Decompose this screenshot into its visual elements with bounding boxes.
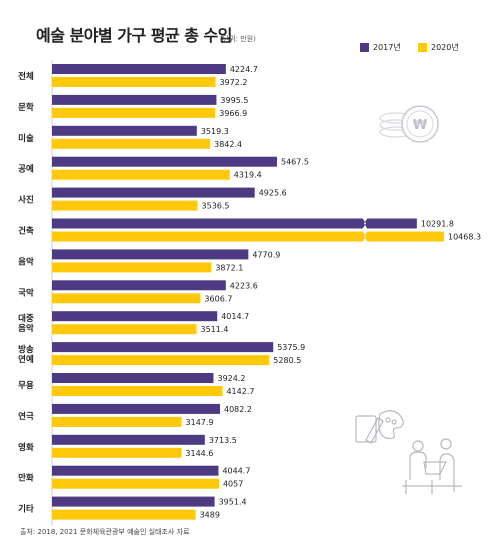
bar-2017년-14: [52, 496, 215, 507]
bar-2020년-0: [52, 77, 216, 87]
bar-2020년-1: [52, 107, 216, 118]
category-label: 전체: [18, 71, 34, 82]
data-label: 3511.4: [201, 325, 229, 334]
bar-2017년-9: [52, 342, 274, 353]
data-label: 5375.9: [277, 343, 305, 352]
data-label: 3606.7: [204, 294, 232, 303]
legend-label-2020: 2020년: [431, 43, 459, 52]
category-label: 영화: [18, 442, 34, 453]
data-label: 4925.6: [259, 189, 287, 198]
axis-break-mark: [362, 217, 368, 230]
legend-label-2017: 2017년: [373, 43, 401, 52]
coin-stack-icon: ₩: [379, 105, 439, 143]
data-label: 3713.5: [209, 436, 237, 445]
category-label: 대중: [18, 313, 34, 324]
bar-2017년-11: [52, 403, 220, 414]
bar-2017년-10: [52, 373, 214, 383]
category-label: 기타: [18, 504, 34, 515]
data-label: 3144.6: [185, 449, 213, 458]
bar-2020년-12: [52, 447, 182, 458]
category-label: 연예: [18, 354, 34, 365]
data-label: 10291.8: [421, 220, 454, 229]
category-label: 국악: [18, 287, 34, 298]
data-label: 4319.4: [234, 171, 262, 180]
bar-2017년-12: [52, 434, 205, 445]
data-label: 4082.2: [224, 405, 252, 414]
bar-2020년-9: [52, 355, 270, 366]
category-label: 건축: [18, 226, 34, 237]
data-label: 3842.4: [214, 140, 242, 149]
category-label: 문학: [18, 102, 34, 113]
category-label: 무용: [18, 380, 34, 391]
category-label: 만화: [18, 473, 34, 484]
data-label: 4057: [223, 480, 243, 489]
data-label: 3951.4: [219, 498, 247, 507]
bar-2020년-2: [52, 138, 211, 149]
bar-2020년-8: [52, 324, 197, 335]
data-label: 4044.7: [222, 467, 250, 476]
category-label: 방송: [18, 344, 34, 355]
bar-2020년-6: [52, 262, 212, 273]
data-label: 3972.2: [219, 78, 247, 87]
category-label: 음악: [18, 323, 34, 334]
data-label: 10468.3: [448, 233, 481, 242]
bar-2017년-0: [52, 64, 226, 74]
musicians-icon: [402, 438, 462, 494]
bar-2020년-10: [52, 386, 223, 396]
source-note: 출처: 2018, 2021 문화체육관광부 예술인 실태조사 자료: [20, 528, 190, 536]
data-label: 4770.9: [252, 250, 280, 259]
category-label: 사진: [18, 195, 34, 206]
data-label: 4142.7: [226, 387, 254, 396]
bar-2020년-4: [52, 200, 198, 211]
bar-2017년-6: [52, 249, 249, 260]
data-label: 4224.7: [230, 65, 258, 74]
bar-2017년-2: [52, 125, 197, 136]
axis-break-mark: [362, 230, 368, 243]
data-label: 5280.5: [273, 356, 301, 365]
bar-2020년-13: [52, 478, 219, 489]
data-label: 3995.5: [220, 96, 248, 105]
bar-2020년-7: [52, 293, 201, 304]
data-label: 5467.5: [281, 158, 309, 167]
bar-2020년-5: [52, 231, 444, 242]
bar-2020년-14: [52, 509, 196, 520]
category-label: 미술: [18, 133, 34, 144]
bar-2017년-13: [52, 465, 219, 476]
bar-2017년-4: [52, 187, 255, 198]
data-label: 4223.6: [230, 281, 258, 290]
data-label: 3966.9: [219, 109, 247, 118]
category-label: 음악: [18, 256, 34, 267]
legend-swatch-2017: [360, 43, 369, 52]
bar-2017년-5: [52, 218, 417, 229]
bar-2020년-11: [52, 416, 182, 427]
bar-2017년-3: [52, 156, 277, 167]
data-label: 3147.9: [186, 418, 214, 427]
legend-item-2020: 2020년: [418, 42, 459, 53]
data-label: 3489: [200, 511, 220, 520]
category-label: 공예: [18, 164, 34, 175]
data-label: 3872.1: [215, 263, 243, 272]
bar-2017년-7: [52, 280, 226, 291]
bar-2017년-1: [52, 94, 217, 105]
legend-swatch-2020: [418, 43, 427, 52]
bar-2017년-8: [52, 311, 218, 322]
legend-item-2017: 2017년: [360, 42, 401, 53]
page-title: 예술 분야별 가구 평균 총 수입: [36, 26, 233, 45]
data-label: 3519.3: [201, 127, 229, 136]
data-label: 3536.5: [202, 202, 230, 211]
unit-label: (단위: 만원): [220, 35, 256, 43]
data-label: 4014.7: [221, 312, 249, 321]
painting-artist-icon: [355, 410, 404, 444]
category-label: 연극: [18, 411, 34, 422]
svg-text:₩: ₩: [413, 118, 428, 133]
bar-2020년-3: [52, 169, 230, 180]
plot-area: 전체 4224.7 3972.2 문학 3995.5 3966.9 미술 3519.3 3842…: [18, 60, 481, 526]
data-label: 3924.2: [217, 374, 245, 383]
